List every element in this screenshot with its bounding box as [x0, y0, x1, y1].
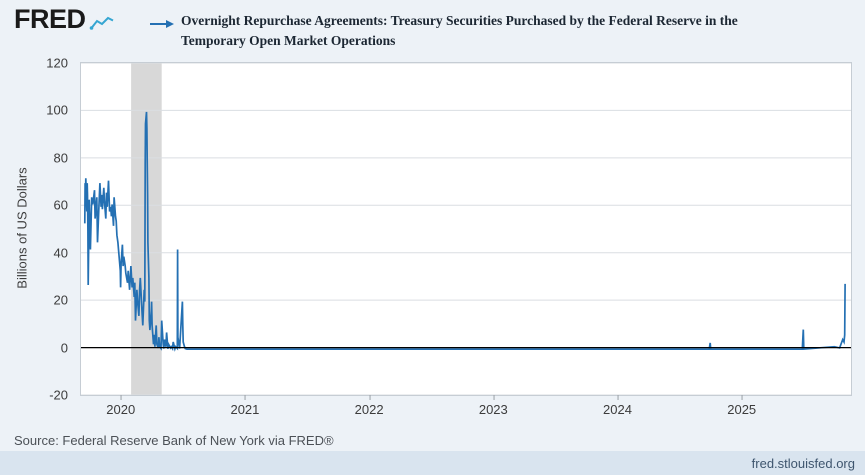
series-line-marker-icon	[150, 16, 174, 34]
y-tick-label: 20	[53, 292, 68, 308]
plot-svg[interactable]	[81, 63, 851, 395]
y-tick-label: 60	[53, 197, 68, 213]
x-tick-label: 2025	[727, 395, 757, 417]
x-axis-labels: 2020 2021 2022 2023 2024 2025	[81, 395, 851, 418]
chart-title-row: Overnight Repurchase Agreements: Treasur…	[150, 11, 791, 50]
chart-title[interactable]: Overnight Repurchase Agreements: Treasur…	[181, 13, 738, 48]
y-axis-labels: 120 100 80 60 40 20 0 -20	[36, 56, 74, 403]
fred-site-link[interactable]: fred.stlouisfed.org	[751, 455, 855, 471]
y-tick-label: 0	[60, 340, 68, 356]
plot-area[interactable]	[80, 62, 852, 396]
y-tick-label: 100	[46, 102, 68, 118]
series-line	[83, 111, 846, 352]
source-attribution: Source: Federal Reserve Bank of New York…	[14, 433, 334, 448]
fred-logo[interactable]: FRED	[14, 6, 115, 36]
x-tick-label: 2024	[603, 395, 632, 417]
x-tick-label: 2021	[230, 395, 260, 417]
x-tick-label: 2022	[354, 395, 384, 417]
y-tick-label: -20	[49, 387, 68, 403]
x-tick-label: 2020	[106, 395, 136, 417]
y-tick-label: 40	[53, 245, 68, 261]
y-tick-label: 80	[53, 150, 68, 166]
y-tick-label: 120	[46, 55, 68, 71]
footer-bar: fred.stlouisfed.org	[0, 451, 865, 475]
y-axis-title: Billions of US Dollars	[14, 167, 30, 289]
fred-logo-sparkline-icon	[89, 15, 115, 36]
x-tick-label: 2023	[478, 395, 508, 417]
fred-logo-text: FRED	[14, 4, 86, 34]
